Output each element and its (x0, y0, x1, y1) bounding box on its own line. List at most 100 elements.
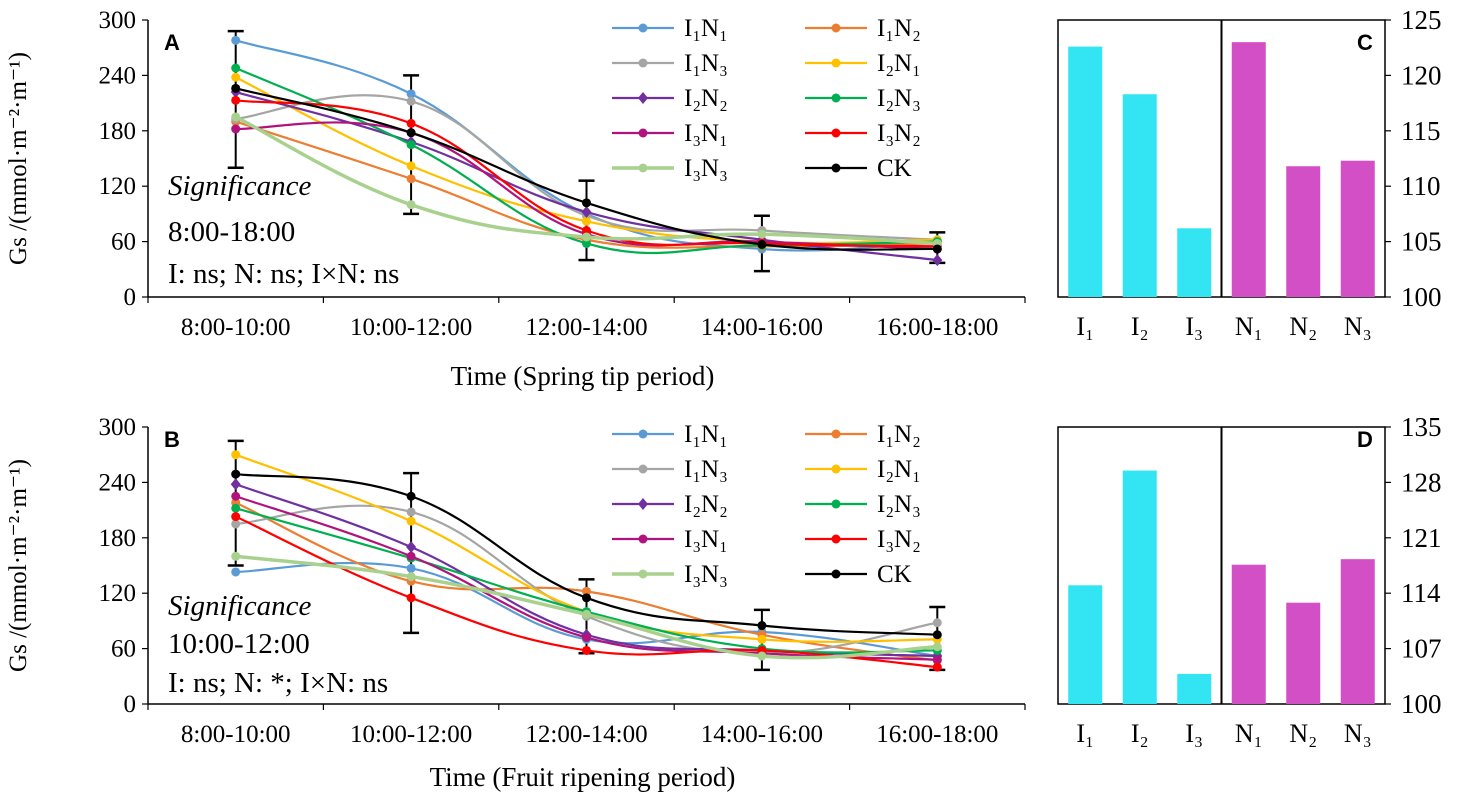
y-tick-label: 240 (99, 62, 137, 89)
data-point (932, 630, 942, 640)
data-point (582, 216, 591, 226)
legend-label: I₃N₂ (877, 526, 921, 553)
legend-label: I₂N₂ (684, 491, 728, 518)
bar (1177, 228, 1212, 297)
x-axis-title: Time (Fruit ripening period) (430, 762, 736, 792)
x-tick-label: N₁ (1235, 719, 1263, 748)
y-tick-label: 0 (124, 284, 137, 311)
panel-label: D (1357, 427, 1373, 452)
legend-label: I₂N₃ (877, 491, 921, 518)
legend-marker (638, 163, 648, 173)
x-tick-label: 16:00-18:00 (876, 721, 998, 748)
legend-label: I₃N₁ (684, 526, 728, 553)
data-point (230, 478, 241, 491)
y-tick-label: 0 (124, 691, 137, 718)
legend-label: CK (877, 155, 912, 182)
legend-label: I₂N₃ (877, 85, 921, 112)
line-chart-A: 0 60 120 180 240 300 8:00-10:00 10:00-12:00 12:0… (5, 7, 1026, 391)
y-tick-label: 110 (1401, 171, 1441, 201)
legend-label: CK (877, 561, 912, 588)
legend-label: I₂N₁ (877, 456, 921, 483)
legend-marker (638, 534, 648, 544)
legend-marker (831, 464, 841, 474)
x-tick-label: 12:00-14:00 (525, 314, 647, 341)
legend-marker (831, 128, 841, 138)
data-point (932, 642, 942, 652)
legend-label: I₃N₁ (684, 120, 728, 147)
annotation-stats: I: ns; N: ns; I×N: ns (168, 258, 399, 290)
legend-label: I₁N₂ (877, 15, 921, 42)
legend-label: I₁N₃ (684, 50, 728, 77)
data-point (406, 551, 416, 561)
x-tick-label: I₃ (1185, 312, 1203, 341)
bar (1122, 94, 1157, 298)
y-tick-label: 105 (1401, 227, 1442, 257)
x-tick-label: I₁ (1076, 719, 1094, 748)
legend-marker (638, 569, 648, 579)
data-point (406, 516, 416, 526)
legend-marker (831, 569, 841, 579)
y-tick-label: 135 (1401, 412, 1442, 442)
annotation-stats: I: ns; N: *; I×N: ns (168, 667, 388, 699)
data-point (406, 89, 416, 99)
legend-label: I₁N₁ (684, 421, 728, 448)
legend-label: I₃N₃ (684, 561, 728, 588)
data-point (231, 551, 241, 561)
x-tick-label: N₃ (1344, 719, 1372, 748)
legend-label: I₂N₁ (877, 50, 921, 77)
panel-label: C (1357, 30, 1373, 55)
legend-marker (638, 464, 648, 474)
y-tick-label: 60 (111, 229, 136, 256)
x-tick-label: 16:00-18:00 (876, 314, 998, 341)
legend-marker (831, 93, 841, 103)
legend-marker (831, 534, 841, 544)
data-point (582, 198, 591, 208)
legend-marker (638, 92, 648, 104)
panel-label: A (164, 30, 180, 55)
y-tick-label: 128 (1401, 467, 1442, 497)
bar (1340, 160, 1375, 297)
x-tick-label: 14:00-16:00 (701, 721, 823, 748)
data-point (582, 645, 591, 655)
data-point (406, 140, 416, 150)
x-tick-label: 14:00-16:00 (701, 314, 823, 341)
y-tick-label: 60 (111, 636, 136, 663)
legend-label: I₁N₁ (684, 15, 728, 42)
data-point (231, 83, 241, 93)
bar (1340, 559, 1375, 704)
data-point (582, 633, 591, 643)
data-point (582, 238, 591, 248)
legend-marker (831, 499, 841, 509)
bar (1068, 46, 1103, 298)
bar (1177, 673, 1212, 704)
legend-marker (638, 498, 648, 510)
panel-label: B (164, 427, 180, 452)
x-tick-label: I₂ (1131, 312, 1149, 341)
y-axis-title: Gs /(mmol·m⁻²·m⁻¹) (5, 52, 32, 265)
data-point (231, 124, 241, 134)
y-tick-label: 107 (1401, 634, 1442, 664)
data-point (406, 174, 416, 184)
x-tick-label: N₂ (1289, 719, 1317, 748)
data-point (757, 634, 767, 644)
x-tick-label: N₃ (1344, 312, 1372, 341)
data-point (406, 200, 416, 210)
bar (1286, 602, 1321, 704)
data-point (582, 586, 591, 596)
legend-label: I₂N₂ (684, 85, 728, 112)
legend-marker (638, 429, 648, 439)
data-point (932, 244, 942, 254)
y-tick-label: 120 (1401, 60, 1442, 90)
legend-marker (638, 23, 648, 33)
x-tick-label: I₂ (1131, 719, 1149, 748)
data-point (757, 239, 767, 249)
legend-marker (831, 429, 841, 439)
data-point (757, 621, 767, 631)
bar (1231, 564, 1266, 704)
annotation-period: 8:00-18:00 (168, 216, 295, 248)
legend-marker (831, 58, 841, 68)
x-tick-label: 12:00-14:00 (525, 721, 647, 748)
legend-marker (638, 58, 648, 68)
legend-label: I₃N₂ (877, 120, 921, 147)
